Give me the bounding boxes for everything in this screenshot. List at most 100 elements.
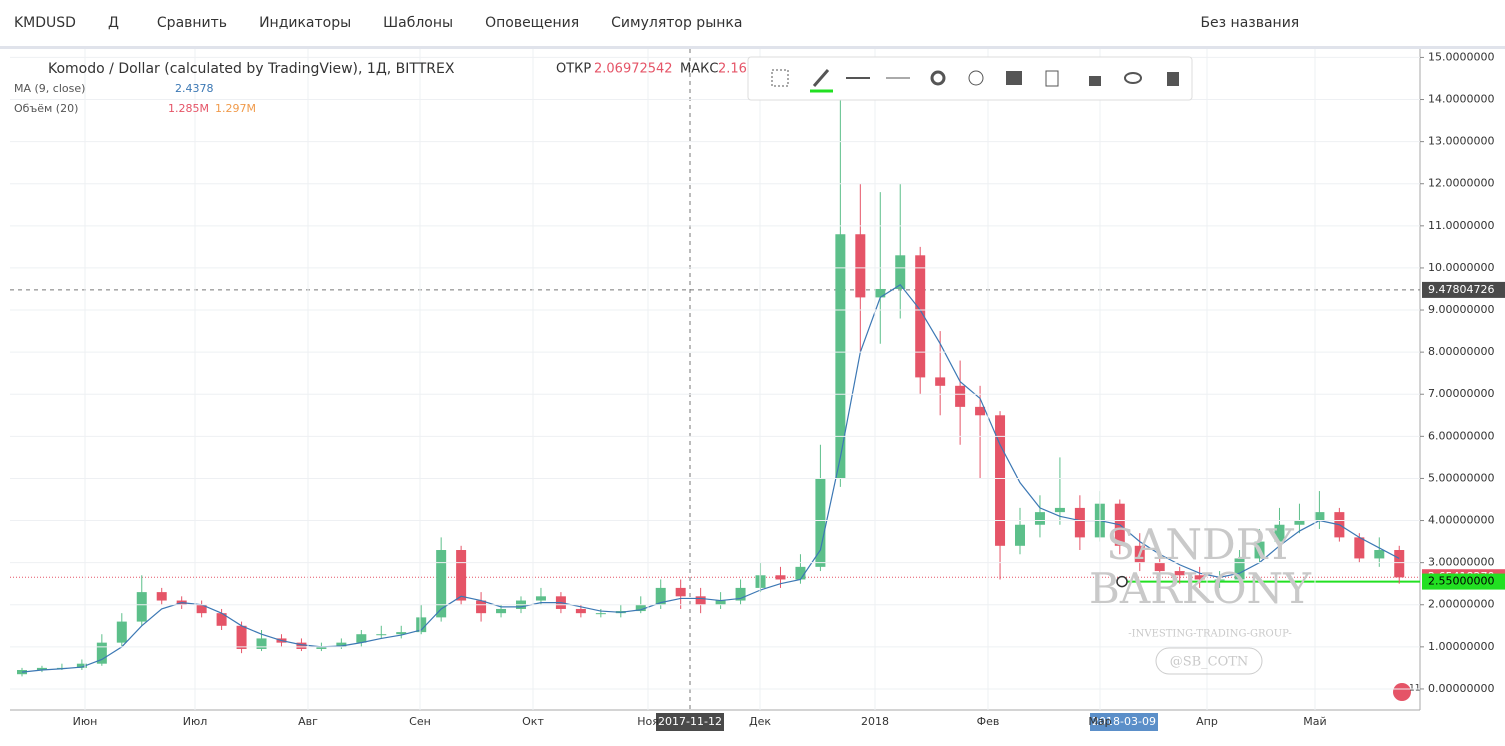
y-tick-label: 1.00000000 (1428, 640, 1494, 653)
grid (10, 49, 1420, 710)
watermark-tagline: -INVESTING-TRADING-GROUP- (1128, 629, 1291, 640)
cursor-date-box (1090, 713, 1158, 731)
icon-eye[interactable] (1124, 72, 1142, 84)
candle-body (1254, 541, 1265, 559)
candle-body (76, 663, 87, 668)
volume-name: Объём (20) (14, 102, 78, 115)
y-tick-label: 2.00000000 (1428, 598, 1494, 611)
candle-body (815, 478, 826, 567)
candle-body (356, 634, 367, 643)
candle-body (396, 632, 407, 635)
replay[interactable]: Симулятор рынка (611, 15, 743, 31)
x-tick-label: Июн (73, 715, 98, 728)
x-tick-label: Июл (183, 715, 208, 728)
candle-body (595, 613, 606, 615)
candle-body (1274, 524, 1285, 542)
watermark-line1: SANDRY (1106, 520, 1295, 569)
crosshair-date: 2017-11-12 (658, 715, 722, 728)
icon-delete[interactable] (1167, 72, 1179, 86)
y-tick-label: 4.00000000 (1428, 514, 1494, 527)
candle-body (995, 415, 1006, 546)
icon-select[interactable] (771, 69, 789, 87)
y-tick-label: 9.00000000 (1428, 303, 1494, 316)
overlays: 9.478047262017-11-122018-03-092.65418270… (10, 49, 1505, 731)
candle-body (1154, 562, 1165, 572)
candle-body (695, 596, 706, 605)
candle-body (575, 608, 586, 614)
candle-body (476, 600, 487, 614)
y-tick-label: 8.00000000 (1428, 345, 1494, 358)
icon-clone[interactable] (1045, 70, 1059, 87)
candle-body (835, 234, 846, 479)
x-tick-label: Окт (522, 715, 544, 728)
candle-body (1074, 507, 1085, 538)
high-value: 2.16 (718, 62, 747, 77)
icon-layer[interactable] (1006, 71, 1022, 85)
ma-value: 2.4378 (175, 82, 214, 95)
candle-body (1314, 512, 1325, 521)
cursor-date: 2018-03-09 (1092, 715, 1156, 728)
drawing-toolbar-bg (747, 56, 1193, 101)
y-tick-label: 7.00000000 (1428, 387, 1494, 400)
y-tick-label: 11.0000000 (1428, 219, 1494, 232)
candle-body (915, 255, 926, 378)
hline-label: 2.55000000 (1428, 575, 1494, 588)
candle-body (416, 617, 427, 633)
y-tick-label: 14.0000000 (1428, 93, 1494, 106)
volume-ma: 1.297M (215, 102, 256, 115)
symbol[interactable]: KMDUSD (14, 15, 76, 31)
x-tick-label: 2018 (861, 715, 889, 728)
ma-name: MA (9, close) (14, 82, 85, 95)
ma-line (21, 283, 1400, 673)
icon-pencil[interactable] (812, 69, 830, 87)
candle-body (1214, 579, 1225, 581)
candle-body (1134, 545, 1145, 563)
candle-body (975, 406, 986, 416)
candle-body (1174, 571, 1185, 576)
crosshair-price: 9.47804726 (1428, 283, 1494, 296)
x-tick-label: Апр (1196, 715, 1218, 728)
candle-body (36, 667, 47, 671)
icon-settings[interactable] (930, 70, 946, 86)
candle-body (376, 634, 387, 636)
compare[interactable]: Сравнить (156, 15, 228, 31)
icon-alert[interactable] (968, 70, 984, 86)
candle-body (196, 604, 207, 614)
y-tick-label: 10.0000000 (1428, 261, 1494, 274)
top-toolbar: KMDUSD Д Сравнить Индикаторы Шаблоны Опо… (0, 0, 1505, 49)
y-tick-label: 13.0000000 (1428, 135, 1494, 148)
candle-body (775, 575, 786, 580)
icon-lock[interactable] (1089, 76, 1101, 86)
candle-body (1394, 550, 1405, 578)
candle-body (655, 587, 666, 605)
candle-body (935, 377, 946, 386)
layout-name[interactable]: Без названия (1200, 15, 1300, 31)
drawing-toolbar (747, 56, 1193, 101)
candle-body (675, 587, 686, 597)
candle-body (635, 604, 646, 612)
x-tick-label: Дек (749, 715, 771, 728)
candle-body (1015, 524, 1025, 546)
candle-body (535, 596, 546, 601)
y-tick-label: 0.00000000 (1428, 682, 1494, 695)
legend-title: Komodo / Dollar (calculated by TradingVi… (48, 61, 455, 77)
indicators[interactable]: Индикаторы (259, 15, 352, 31)
candle-body (296, 642, 307, 649)
templates[interactable]: Шаблоны (383, 15, 454, 31)
candle-body (735, 587, 746, 601)
candle-body (755, 575, 766, 588)
candle-body (1054, 507, 1065, 513)
badge (1393, 683, 1411, 701)
candle-body (336, 642, 347, 647)
interval[interactable]: Д (107, 15, 119, 31)
hline-box (1422, 573, 1505, 590)
candle-body (116, 621, 127, 643)
candle-body (1194, 575, 1205, 580)
open-label: ОТКР (556, 62, 591, 77)
volume-value: 1.285M (168, 102, 209, 115)
candle-body (1374, 550, 1385, 559)
x-tick-label: Мар (1088, 715, 1111, 728)
alerts[interactable]: Оповещения (485, 15, 580, 31)
crosshair-date-box (656, 713, 724, 731)
